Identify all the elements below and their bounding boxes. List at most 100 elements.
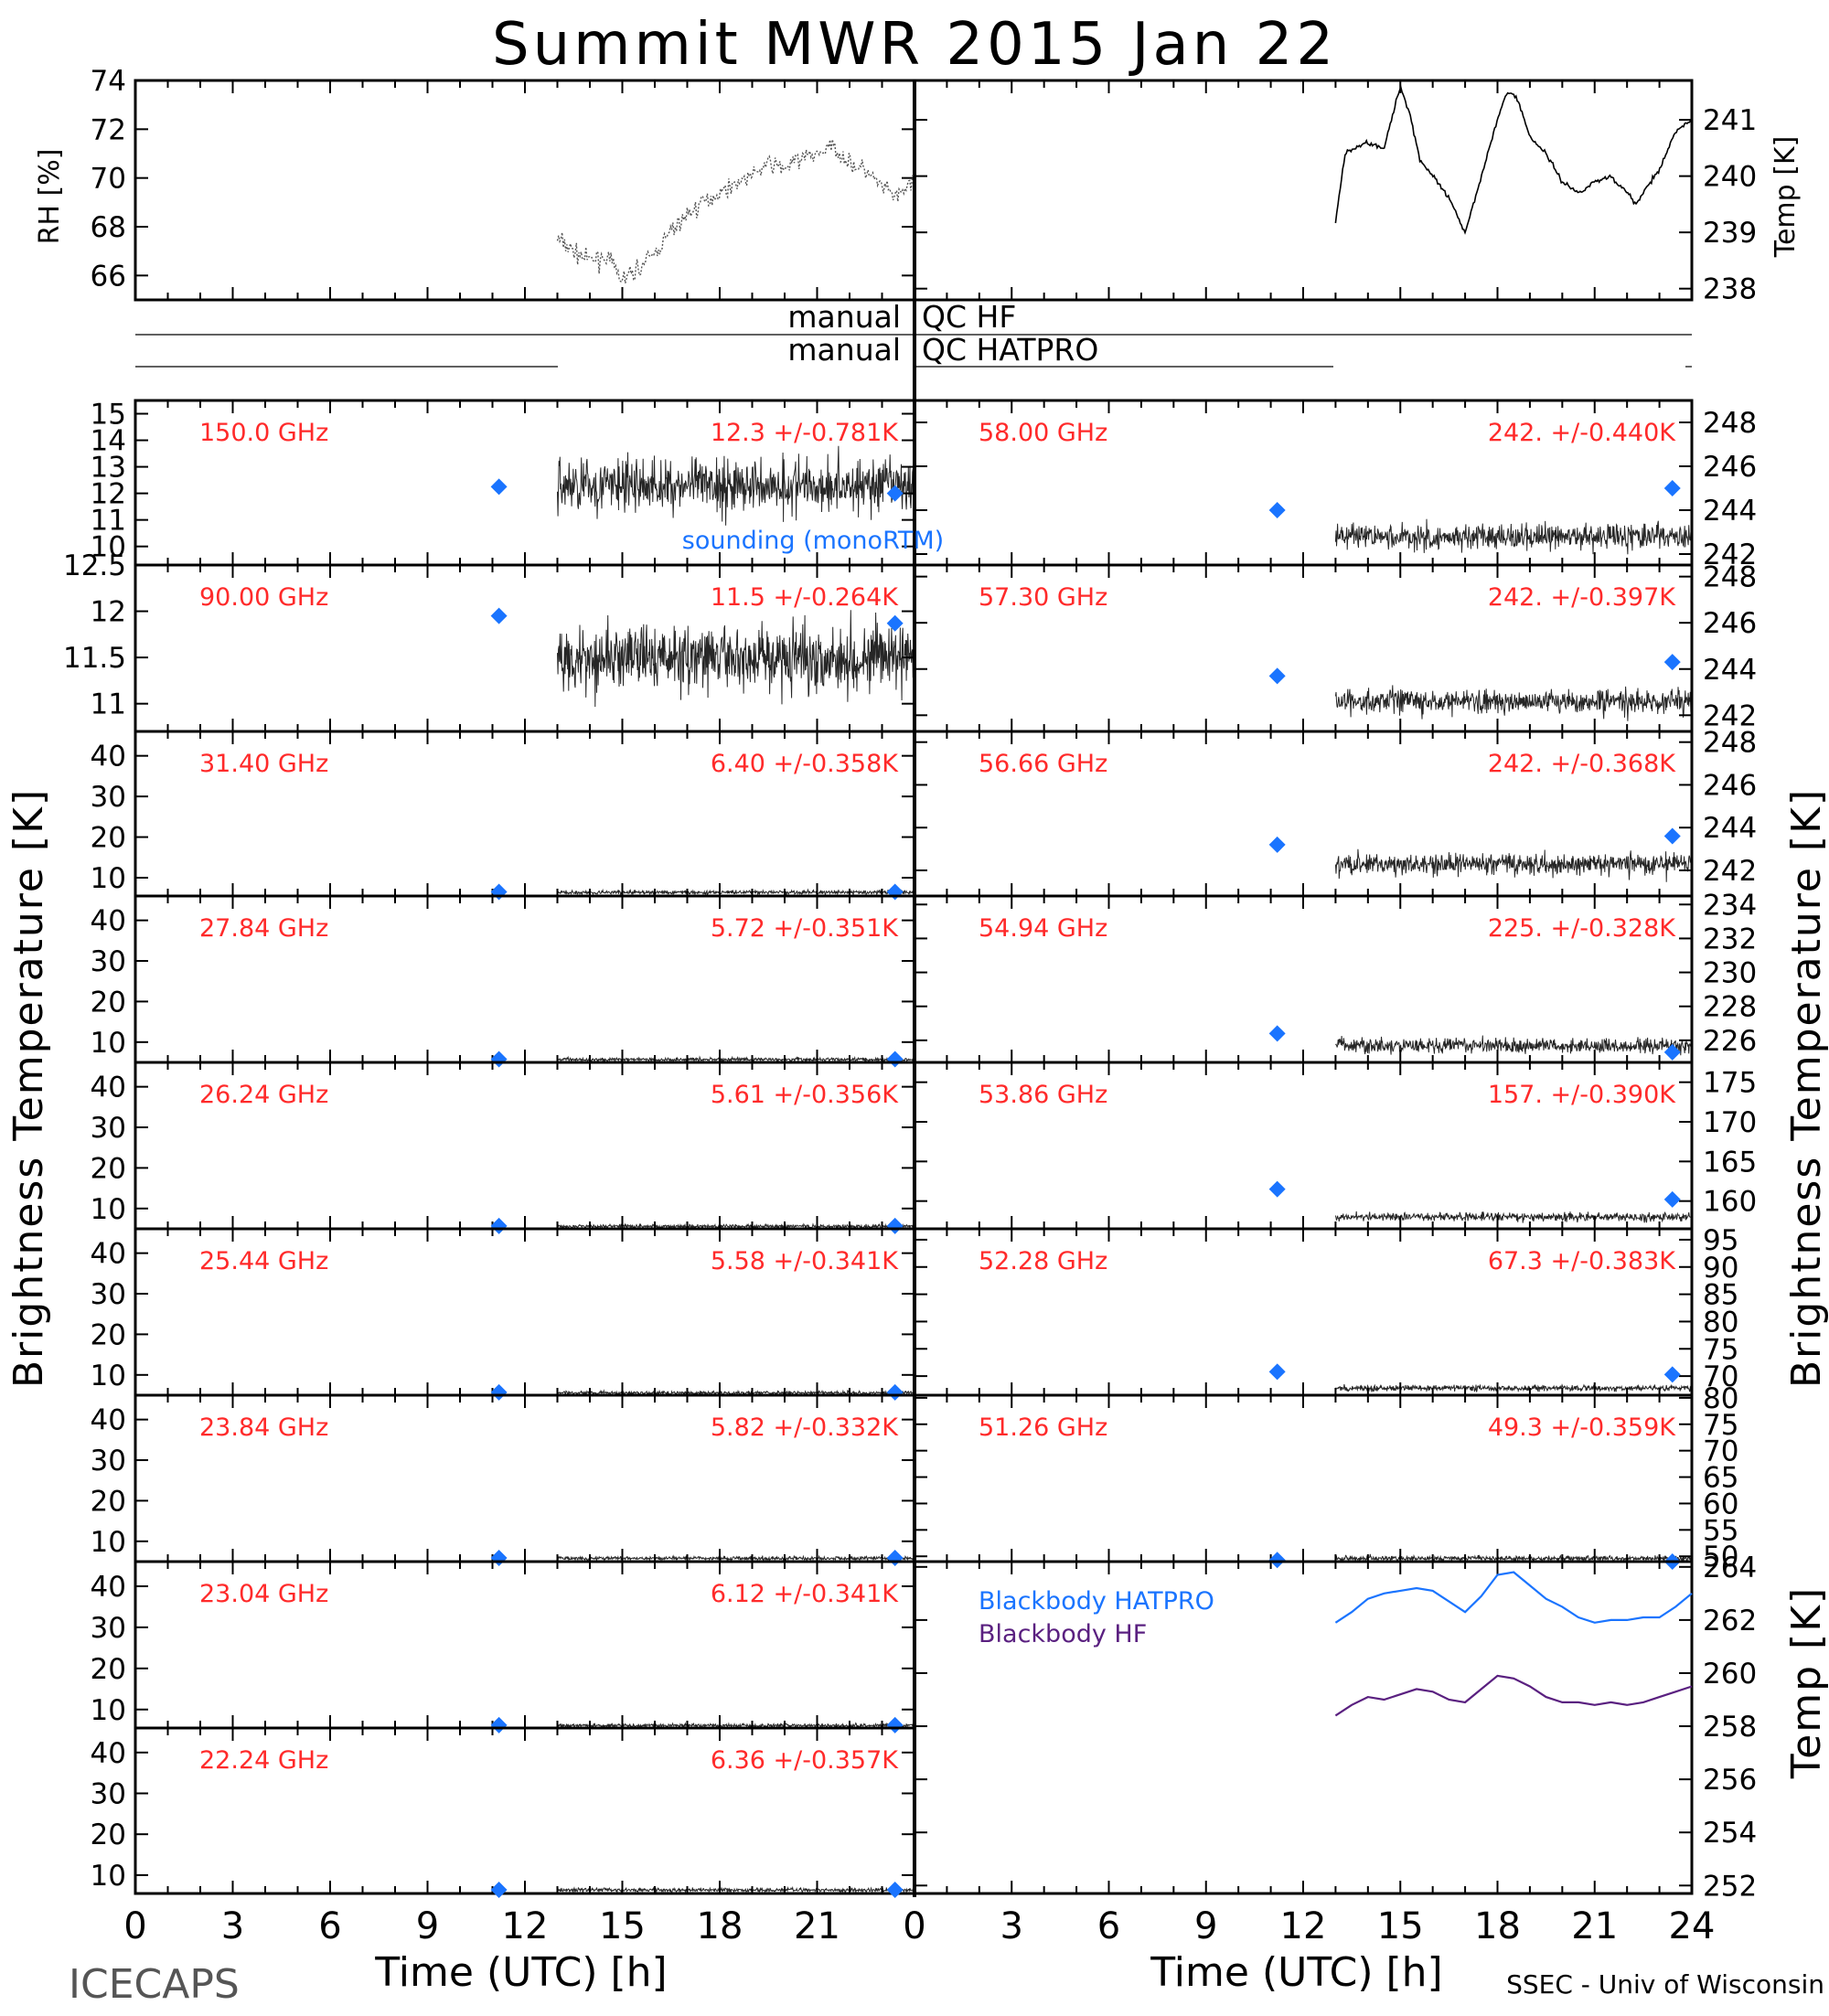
panel-ch-26.24: 10 20 30 40 26.24 GHz 5.61 +/-0.356K	[91, 1061, 916, 1234]
y-tick-label: 242	[1703, 539, 1757, 571]
x-tick-label: 15	[599, 1905, 646, 1947]
x-tick-label: 21	[1571, 1905, 1618, 1947]
y-tick-label: 70	[1703, 1435, 1738, 1468]
y-tick-label: 160	[1703, 1186, 1757, 1219]
data-series-line	[557, 1055, 915, 1063]
y-tick-label: 175	[1703, 1067, 1757, 1100]
sounding-point	[886, 1217, 904, 1234]
y-tick-label: 85	[1703, 1279, 1738, 1312]
y-tick-label: 11	[91, 505, 126, 538]
y-tick-label: 254	[1703, 1817, 1757, 1850]
temp-top-axis-title: Temp [K]	[1770, 136, 1802, 259]
y-tick-label: 20	[91, 822, 126, 855]
panel-frame	[913, 79, 1694, 302]
y-tick-label: 10	[91, 1193, 126, 1226]
sounding-point	[1663, 1043, 1681, 1061]
y-tick-label: 13	[91, 452, 126, 485]
y-tick-label: 258	[1703, 1711, 1757, 1744]
frequency-label: 52.28 GHz	[979, 1247, 1107, 1275]
sounding-point	[1663, 654, 1681, 671]
blackbody-legend-entry: Blackbody HATPRO	[979, 1587, 1214, 1616]
y-tick-label: 10	[91, 1027, 126, 1060]
sounding-point	[1268, 1180, 1286, 1198]
stats-label: 67.3 +/-0.383K	[1488, 1247, 1676, 1275]
y-tick-label: 40	[91, 1404, 126, 1437]
data-series-line	[1335, 1383, 1693, 1393]
sounding-point	[886, 883, 904, 901]
y-tick-label: 248	[1703, 407, 1757, 440]
sounding-point	[490, 607, 508, 624]
panel-ch-25.44: 10 20 30 40 25.44 GHz 5.58 +/-0.341K	[91, 1227, 916, 1401]
frequency-label: 54.94 GHz	[979, 914, 1107, 943]
frequency-label: 23.04 GHz	[199, 1580, 328, 1608]
panel-ch-90: 11 11.5 12 12.5 90.00 GHz 11.5 +/-0.264K	[63, 549, 916, 733]
qc-hatpro-right-label: QC HATPRO	[922, 332, 1098, 368]
frequency-label: 51.26 GHz	[979, 1413, 1107, 1442]
stats-label: 6.40 +/-0.358K	[711, 750, 899, 778]
frequency-label: 22.24 GHz	[199, 1746, 328, 1775]
y-tick-label: 30	[91, 1445, 126, 1477]
stats-label: 5.72 +/-0.351K	[711, 914, 899, 943]
stats-label: 157. +/-0.390K	[1488, 1081, 1676, 1109]
frequency-label: 56.66 GHz	[979, 750, 1107, 778]
frequency-label: 150.0 GHz	[199, 419, 328, 447]
y-tick-label: 30	[91, 781, 126, 814]
y-tick-label: 75	[1703, 1409, 1738, 1442]
stats-label: 6.36 +/-0.357K	[711, 1746, 899, 1775]
right-axis-title: Brightness Temperature [K]	[1783, 788, 1829, 1388]
frequency-label: 25.44 GHz	[199, 1247, 328, 1275]
frequency-label: 90.00 GHz	[199, 583, 328, 612]
blackbody-series-line	[1334, 1571, 1693, 1624]
rh-axis-title: RH [%]	[34, 149, 66, 245]
y-tick-label: 232	[1703, 923, 1757, 955]
y-tick-label: 239	[1703, 217, 1757, 250]
panel-ch-23.04: 10 20 30 40 23.04 GHz 6.12 +/-0.341K	[91, 1560, 916, 1733]
data-series-line	[1335, 1553, 1693, 1563]
sounding-point	[490, 478, 508, 496]
y-tick-label: 50	[1703, 1541, 1738, 1573]
frequency-label: 26.24 GHz	[199, 1081, 328, 1109]
x-tick-label: 15	[1377, 1905, 1424, 1947]
y-tick-label: 244	[1703, 654, 1757, 687]
x-tick-label: 9	[416, 1905, 439, 1947]
x-tick-label: 21	[794, 1905, 840, 1947]
blackbody-series-line	[1334, 1674, 1693, 1717]
y-tick-label: 244	[1703, 495, 1757, 528]
data-series-line	[1335, 1035, 1693, 1056]
y-tick-label: 165	[1703, 1146, 1757, 1179]
stats-label: 49.3 +/-0.359K	[1488, 1413, 1676, 1442]
panel-ch-22.24: 10 20 30 40 22.24 GHz 6.36 +/-0.357K	[91, 1726, 916, 1898]
y-tick-label: 60	[1703, 1488, 1738, 1520]
x-tick-label: 12	[502, 1905, 549, 1947]
stats-label: 5.82 +/-0.332K	[711, 1413, 899, 1442]
y-tick-label: 248	[1703, 727, 1757, 760]
y-tick-label: 246	[1703, 607, 1757, 640]
footer-left-label: ICECAPS	[69, 1961, 240, 2008]
y-tick-label: 262	[1703, 1605, 1757, 1637]
y-tick-label: 20	[91, 1819, 126, 1851]
sounding-point	[1268, 667, 1286, 685]
y-tick-label: 40	[91, 1072, 126, 1104]
frequency-label: 23.84 GHz	[199, 1413, 328, 1442]
y-tick-label: 20	[91, 1653, 126, 1686]
y-tick-label: 10	[91, 862, 126, 895]
y-tick-label: 20	[91, 1152, 126, 1185]
sounding-point	[886, 485, 904, 502]
y-tick-label: 246	[1703, 769, 1757, 802]
panel-ch-23.84: 10 20 30 40 23.84 GHz 5.82 +/-0.332K	[91, 1393, 916, 1567]
x-tick-label: 6	[318, 1905, 341, 1947]
sounding-point	[886, 1051, 904, 1068]
x-tick-label: 18	[1474, 1905, 1521, 1947]
y-tick-label: 40	[91, 741, 126, 773]
y-tick-label: 20	[91, 986, 126, 1019]
y-tick-label: 80	[1703, 1306, 1738, 1339]
temp-bottom-axis-title: Temp [K]	[1783, 1586, 1829, 1779]
panel-ch-57.3: 242 244 246 248 57.30 GHz 242. +/-0.397K	[913, 561, 1757, 733]
data-series-line	[1334, 1211, 1693, 1223]
y-tick-label: 242	[1703, 699, 1757, 732]
data-series-line	[1334, 848, 1693, 882]
sounding-point	[1268, 1552, 1286, 1569]
y-tick-label: 55	[1703, 1514, 1738, 1547]
